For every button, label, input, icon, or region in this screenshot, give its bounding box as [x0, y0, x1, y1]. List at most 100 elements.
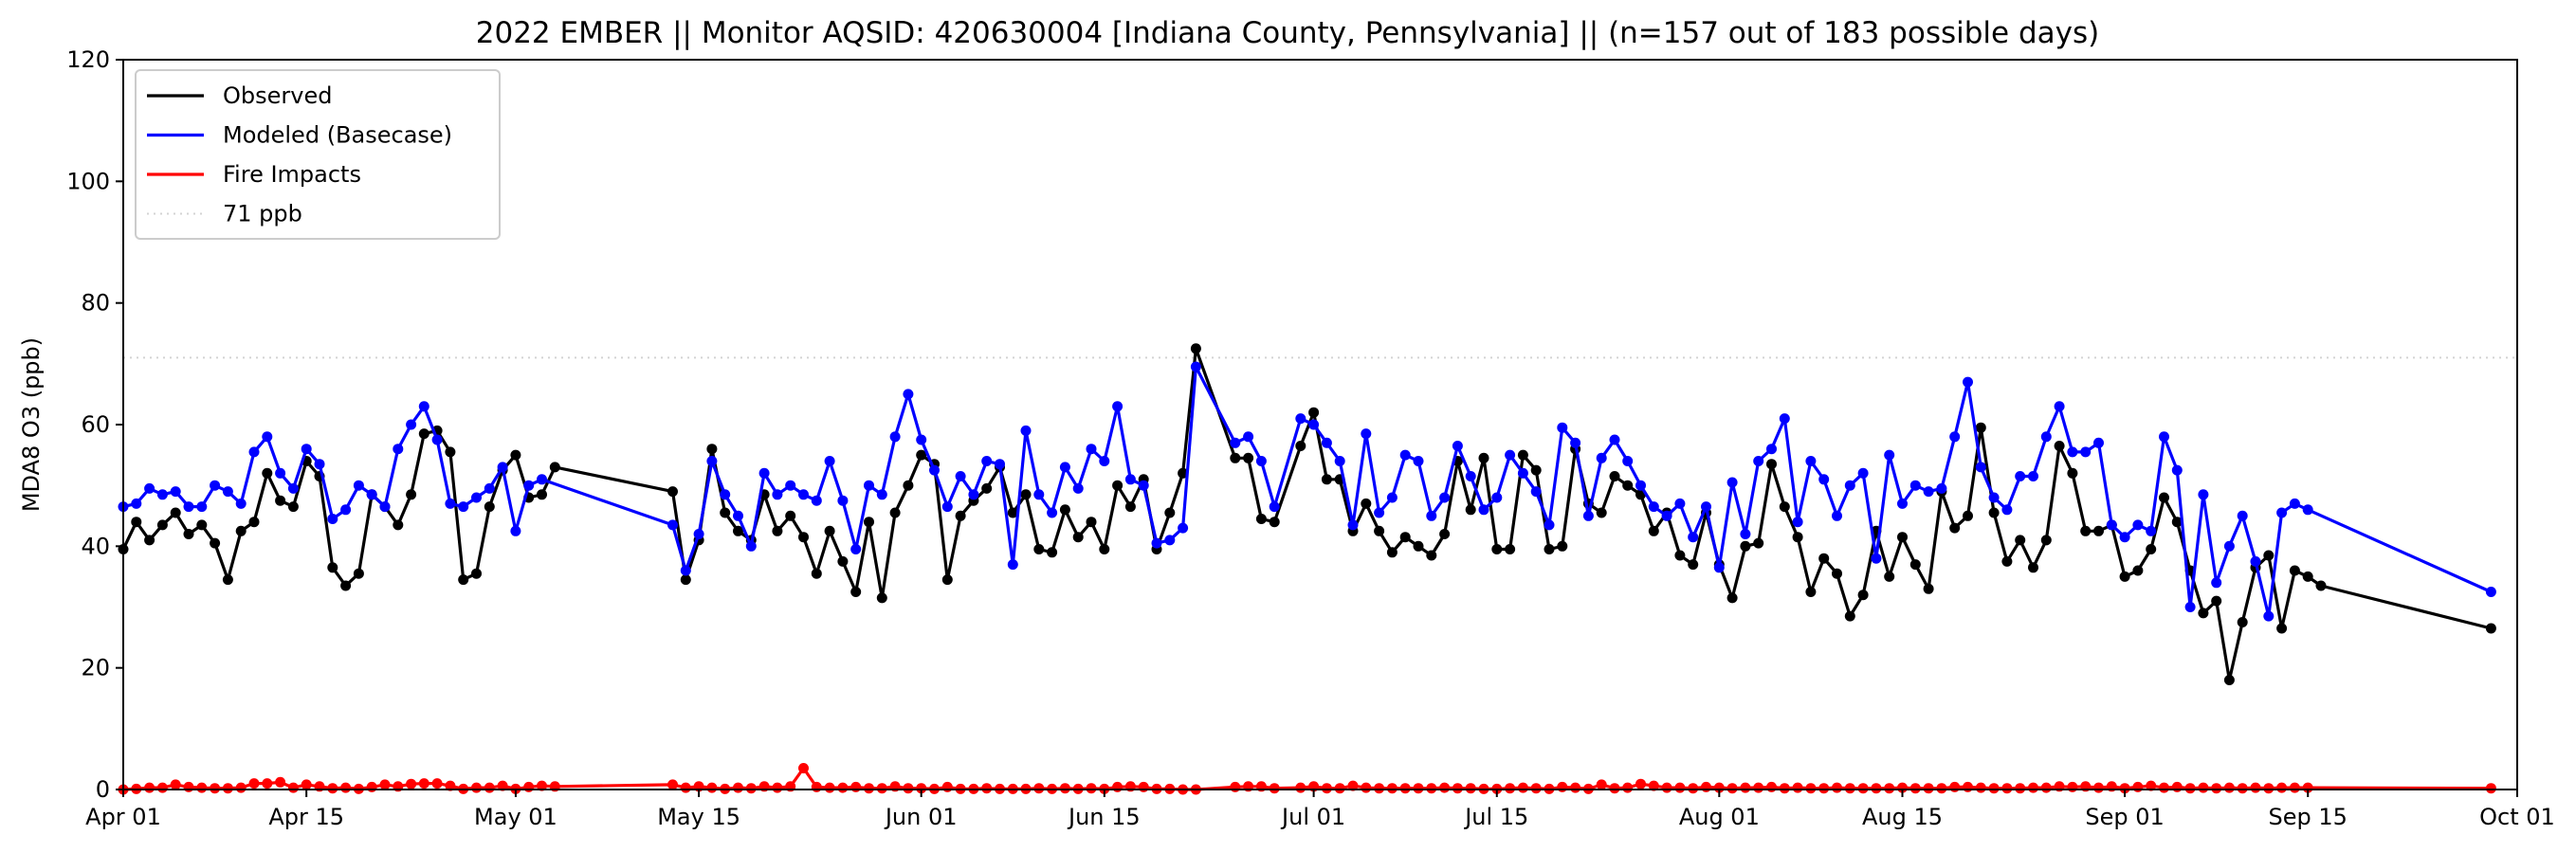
data-point-modeled-basecase: [471, 492, 482, 503]
data-point-modeled-basecase: [1439, 492, 1451, 503]
series-line-modeled-basecase: [122, 365, 2493, 618]
data-point-modeled-basecase: [275, 467, 286, 479]
data-point-fire-impacts: [301, 779, 312, 790]
data-point-observed: [1230, 452, 1241, 463]
data-point-observed: [393, 519, 404, 531]
data-point-modeled-basecase: [222, 486, 233, 498]
data-point-fire-impacts: [222, 783, 233, 794]
data-point-modeled-basecase: [301, 444, 312, 455]
data-point-fire-impacts: [1439, 782, 1451, 793]
data-point-observed: [1020, 489, 1032, 500]
legend: Observed Modeled (Basecase) Fire Impacts 71…: [135, 69, 501, 240]
data-point-fire-impacts: [1426, 783, 1437, 794]
data-point-modeled-basecase: [1164, 535, 1176, 546]
data-point-modeled-basecase: [1020, 425, 1032, 436]
data-point-fire-impacts: [2485, 783, 2496, 794]
data-point-observed: [798, 532, 809, 543]
data-point-modeled-basecase: [1713, 562, 1725, 573]
data-point-modeled-basecase: [1988, 492, 2000, 503]
data-point-modeled-basecase: [811, 495, 822, 506]
data-point-modeled-basecase: [706, 456, 718, 466]
y-tick-label: 100: [66, 168, 110, 194]
data-point-modeled-basecase: [1674, 498, 1686, 509]
data-point-modeled-basecase: [1112, 401, 1124, 412]
data-point-modeled-basecase: [903, 389, 914, 400]
data-point-observed: [549, 462, 560, 473]
data-point-modeled-basecase: [941, 501, 953, 513]
data-point-observed: [287, 501, 299, 513]
data-point-fire-impacts: [340, 782, 352, 793]
data-point-modeled-basecase: [785, 480, 796, 491]
y-axis-label: MDA8 O3 (ppb): [18, 337, 45, 512]
data-point-modeled-basecase: [1033, 489, 1045, 500]
data-point-modeled-basecase: [2028, 471, 2038, 481]
data-point-modeled-basecase: [1818, 474, 1830, 485]
data-point-modeled-basecase: [2289, 498, 2300, 509]
data-point-modeled-basecase: [1936, 482, 1947, 494]
data-point-fire-impacts: [418, 778, 429, 789]
data-point-modeled-basecase: [889, 431, 901, 443]
data-point-observed: [941, 574, 953, 586]
data-point-modeled-basecase: [406, 419, 417, 430]
data-point-observed: [1321, 474, 1332, 485]
data-point-modeled-basecase: [1844, 480, 1855, 491]
data-point-fire-impacts: [1334, 783, 1345, 794]
data-point-fire-impacts: [1596, 779, 1607, 790]
data-point-modeled-basecase: [1361, 428, 1372, 440]
data-point-fire-impacts: [1374, 783, 1385, 794]
x-tick-label: May 15: [657, 804, 740, 830]
data-point-observed: [1099, 544, 1110, 554]
data-point-fire-impacts: [2146, 780, 2157, 791]
data-point-fire-impacts: [916, 783, 927, 794]
x-tick-label: Jul 01: [1280, 804, 1345, 830]
data-point-modeled-basecase: [1230, 437, 1241, 448]
x-tick-label: Apr 01: [85, 804, 161, 830]
y-tick-label: 60: [81, 411, 110, 438]
data-point-modeled-basecase: [2302, 504, 2313, 516]
data-point-fire-impacts: [170, 779, 181, 790]
data-point-modeled-basecase: [850, 544, 862, 554]
data-point-modeled-basecase: [1857, 467, 1869, 479]
data-point-fire-impacts: [275, 776, 286, 788]
data-point-modeled-basecase: [2198, 489, 2209, 500]
data-point-fire-impacts: [1570, 782, 1581, 793]
data-point-fire-impacts: [1086, 783, 1097, 794]
data-point-fire-impacts: [2119, 783, 2130, 794]
data-point-observed: [353, 568, 364, 579]
data-point-fire-impacts: [1753, 782, 1764, 793]
y-tick-label: 20: [81, 655, 110, 681]
data-point-observed: [903, 480, 914, 491]
data-point-modeled-basecase: [1386, 492, 1398, 503]
data-point-observed: [1622, 480, 1634, 491]
data-point-observed: [2315, 580, 2327, 591]
data-point-modeled-basecase: [523, 480, 535, 491]
data-point-fire-impacts: [537, 780, 547, 791]
data-point-modeled-basecase: [2159, 431, 2169, 443]
data-point-fire-impacts: [1779, 783, 1790, 794]
data-point-modeled-basecase: [2237, 510, 2248, 521]
data-point-fire-impacts: [1936, 783, 1947, 794]
data-point-modeled-basecase: [1399, 449, 1411, 461]
data-point-fire-impacts: [1347, 780, 1359, 791]
data-point-observed: [1178, 467, 1189, 479]
data-point-observed: [1792, 532, 1803, 543]
data-point-observed: [1243, 452, 1254, 463]
legend-label-71-ppb: 71 ppb: [223, 201, 302, 227]
data-point-modeled-basecase: [1047, 507, 1058, 518]
data-point-observed: [772, 525, 783, 536]
data-point-observed: [1374, 525, 1385, 536]
data-point-fire-impacts: [2250, 782, 2261, 793]
data-point-observed: [458, 574, 469, 586]
data-point-observed: [1832, 568, 1842, 579]
y-axis: 0 20 40 60 80 100 120: [66, 46, 123, 803]
data-point-modeled-basecase: [484, 482, 495, 494]
data-point-observed: [1674, 550, 1686, 561]
data-point-modeled-basecase: [837, 495, 849, 506]
data-point-modeled-basecase: [431, 434, 443, 445]
data-point-observed: [2237, 617, 2248, 627]
data-point-modeled-basecase: [1726, 477, 1738, 488]
data-point-modeled-basecase: [680, 565, 691, 576]
data-point-observed: [837, 555, 849, 567]
data-point-fire-impacts: [1949, 781, 1961, 792]
data-point-modeled-basecase: [2223, 540, 2235, 552]
